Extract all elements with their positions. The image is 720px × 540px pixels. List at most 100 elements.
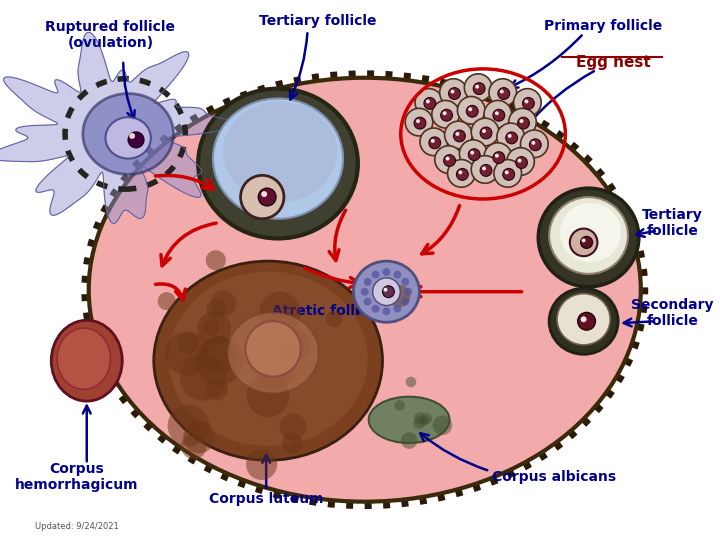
Circle shape bbox=[509, 109, 536, 136]
Circle shape bbox=[210, 291, 236, 316]
Circle shape bbox=[158, 292, 176, 310]
Circle shape bbox=[508, 134, 512, 138]
Circle shape bbox=[401, 433, 418, 449]
Ellipse shape bbox=[89, 78, 641, 502]
Circle shape bbox=[181, 434, 207, 459]
Circle shape bbox=[277, 328, 310, 361]
Circle shape bbox=[459, 140, 487, 167]
Circle shape bbox=[459, 171, 462, 174]
Circle shape bbox=[520, 119, 523, 123]
Circle shape bbox=[484, 143, 512, 171]
Circle shape bbox=[426, 99, 430, 103]
Circle shape bbox=[521, 130, 548, 158]
Circle shape bbox=[523, 98, 534, 109]
Circle shape bbox=[420, 128, 448, 156]
Circle shape bbox=[471, 118, 499, 146]
Circle shape bbox=[505, 132, 518, 144]
Text: Tertiary follicle: Tertiary follicle bbox=[258, 14, 376, 28]
Circle shape bbox=[261, 191, 267, 197]
Circle shape bbox=[456, 132, 459, 136]
Polygon shape bbox=[0, 32, 235, 224]
Circle shape bbox=[498, 87, 510, 99]
Ellipse shape bbox=[557, 294, 611, 345]
Circle shape bbox=[500, 90, 504, 93]
Circle shape bbox=[464, 74, 492, 102]
Circle shape bbox=[373, 278, 400, 306]
Circle shape bbox=[449, 87, 460, 99]
Circle shape bbox=[282, 433, 303, 454]
Circle shape bbox=[279, 342, 298, 361]
Circle shape bbox=[413, 417, 425, 429]
Circle shape bbox=[279, 414, 307, 440]
Circle shape bbox=[443, 111, 446, 115]
Circle shape bbox=[204, 320, 220, 335]
Circle shape bbox=[482, 166, 486, 171]
Circle shape bbox=[524, 99, 528, 103]
Text: Atretic follicle: Atretic follicle bbox=[272, 305, 382, 319]
Circle shape bbox=[372, 271, 379, 279]
Circle shape bbox=[473, 83, 485, 94]
Ellipse shape bbox=[168, 272, 368, 446]
Circle shape bbox=[570, 228, 598, 256]
Circle shape bbox=[128, 132, 144, 148]
Circle shape bbox=[178, 333, 199, 354]
Circle shape bbox=[444, 154, 456, 166]
Ellipse shape bbox=[222, 102, 337, 202]
Circle shape bbox=[445, 121, 472, 149]
Circle shape bbox=[429, 137, 441, 148]
Circle shape bbox=[480, 165, 492, 177]
Text: Updated: 9/24/2021: Updated: 9/24/2021 bbox=[35, 522, 118, 531]
Circle shape bbox=[405, 377, 416, 387]
Circle shape bbox=[529, 139, 541, 151]
Ellipse shape bbox=[57, 328, 110, 389]
Circle shape bbox=[433, 416, 452, 435]
Circle shape bbox=[247, 374, 289, 417]
Circle shape bbox=[468, 107, 472, 111]
Text: Tertiary
follicle: Tertiary follicle bbox=[642, 207, 703, 238]
Circle shape bbox=[518, 159, 521, 163]
Circle shape bbox=[393, 305, 401, 313]
Circle shape bbox=[206, 300, 225, 319]
Circle shape bbox=[470, 151, 474, 154]
Circle shape bbox=[582, 239, 585, 242]
Circle shape bbox=[384, 288, 387, 292]
Ellipse shape bbox=[539, 188, 639, 287]
Circle shape bbox=[440, 79, 467, 106]
Circle shape bbox=[489, 79, 516, 106]
Circle shape bbox=[503, 168, 515, 180]
Circle shape bbox=[493, 109, 505, 121]
Circle shape bbox=[454, 130, 465, 142]
Ellipse shape bbox=[154, 261, 382, 460]
Circle shape bbox=[246, 321, 301, 376]
Circle shape bbox=[420, 413, 432, 424]
Circle shape bbox=[457, 97, 485, 124]
Circle shape bbox=[480, 127, 492, 139]
Circle shape bbox=[200, 336, 238, 373]
Circle shape bbox=[404, 288, 412, 295]
Circle shape bbox=[451, 90, 454, 93]
Circle shape bbox=[183, 421, 215, 453]
Circle shape bbox=[197, 311, 231, 345]
Circle shape bbox=[577, 313, 595, 330]
Circle shape bbox=[382, 268, 390, 276]
Circle shape bbox=[401, 298, 409, 306]
Circle shape bbox=[180, 354, 226, 401]
Circle shape bbox=[206, 250, 226, 271]
Circle shape bbox=[165, 331, 210, 375]
Circle shape bbox=[475, 85, 479, 89]
Circle shape bbox=[361, 288, 369, 295]
Ellipse shape bbox=[560, 203, 621, 262]
Circle shape bbox=[456, 168, 468, 180]
Text: Primary follicle: Primary follicle bbox=[544, 18, 662, 32]
Ellipse shape bbox=[106, 117, 150, 159]
Ellipse shape bbox=[369, 397, 449, 443]
Text: Egg nest: Egg nest bbox=[576, 56, 651, 71]
Ellipse shape bbox=[549, 288, 618, 354]
Text: Ruptured follicle
(ovulation): Ruptured follicle (ovulation) bbox=[45, 21, 176, 50]
Circle shape bbox=[206, 378, 228, 400]
Circle shape bbox=[382, 286, 395, 298]
Circle shape bbox=[395, 400, 405, 411]
Ellipse shape bbox=[228, 313, 318, 393]
Circle shape bbox=[419, 416, 429, 426]
Circle shape bbox=[441, 109, 452, 121]
